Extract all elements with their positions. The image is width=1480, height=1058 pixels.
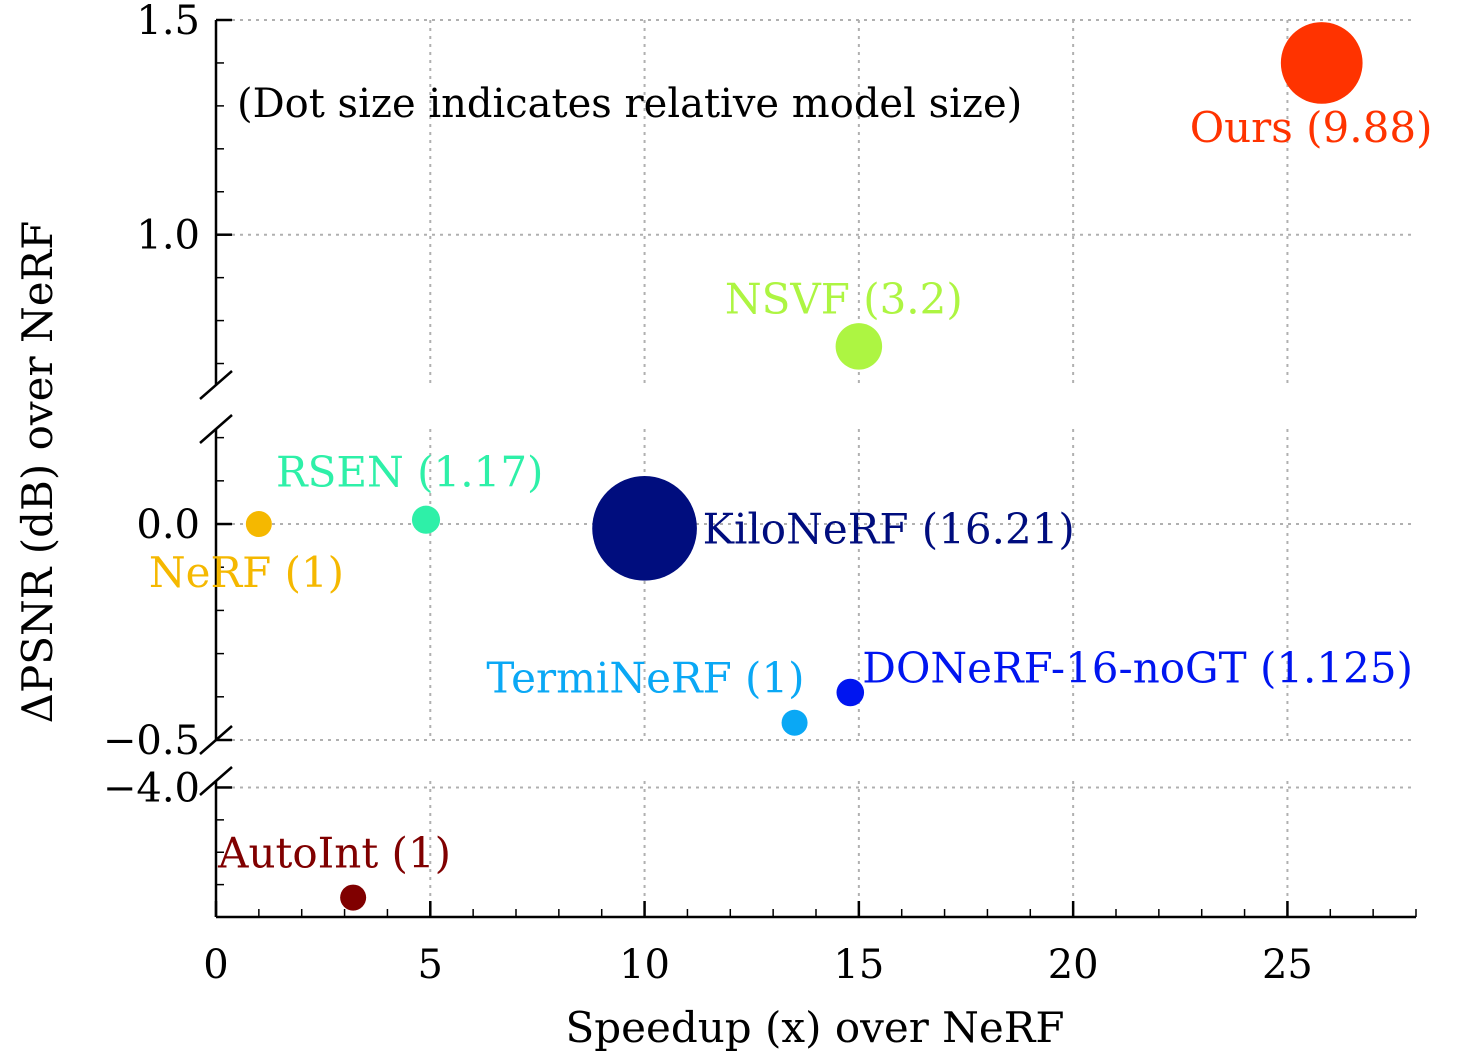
y-tick-label: −0.5: [103, 718, 200, 764]
data-point: [245, 511, 272, 538]
x-tick-label: 25: [1262, 942, 1313, 988]
axis-break-mark: [199, 370, 233, 400]
y-tick-label: −4.0: [103, 765, 200, 811]
point-label: AutoInt (1): [217, 829, 451, 878]
axes: [199, 18, 1417, 919]
tick-labels: 0 5 10 15 20 25 1.0 1.5 −0.5 0.0 −4.0: [103, 0, 1313, 988]
y-tick-label: 1.5: [136, 0, 200, 44]
data-points: [245, 22, 1363, 911]
point-label: RSEN (1.17): [276, 448, 543, 497]
y-tick-label: 0.0: [136, 502, 200, 548]
point-label: KiloNeRF (16.21): [703, 504, 1075, 553]
point-label: NeRF (1): [149, 548, 344, 597]
data-point: [836, 678, 865, 707]
point-label: DONeRF-16-noGT (1.125): [862, 643, 1413, 692]
point-label: TermiNeRF (1): [486, 654, 804, 703]
axis-break-mark: [199, 725, 233, 755]
data-point: [340, 884, 367, 911]
y-tick-label: 1.0: [136, 213, 200, 259]
axis-break-mark: [199, 414, 233, 444]
x-tick-label: 20: [1048, 942, 1099, 988]
data-point: [411, 505, 441, 534]
data-point: [1280, 22, 1363, 104]
x-axis-title: Speedup (x) over NeRF: [565, 1003, 1064, 1052]
data-point: [835, 323, 883, 370]
x-tick-label: 0: [203, 942, 228, 988]
chart-note: (Dot size indicates relative model size): [237, 81, 1022, 127]
point-label: NSVF (3.2): [725, 274, 963, 323]
axis-break-mark: [199, 766, 233, 796]
x-tick-label: 10: [619, 942, 670, 988]
x-tick-label: 5: [418, 942, 443, 988]
y-axis-title: ΔPSNR (dB) over NeRF: [13, 221, 62, 724]
point-labels: NeRF (1) RSEN (1.17) KiloNeRF (16.21) Termi…: [149, 103, 1433, 878]
data-point: [781, 709, 808, 736]
point-label: Ours (9.88): [1190, 103, 1433, 152]
data-point: [592, 476, 697, 581]
x-tick-label: 15: [833, 942, 884, 988]
